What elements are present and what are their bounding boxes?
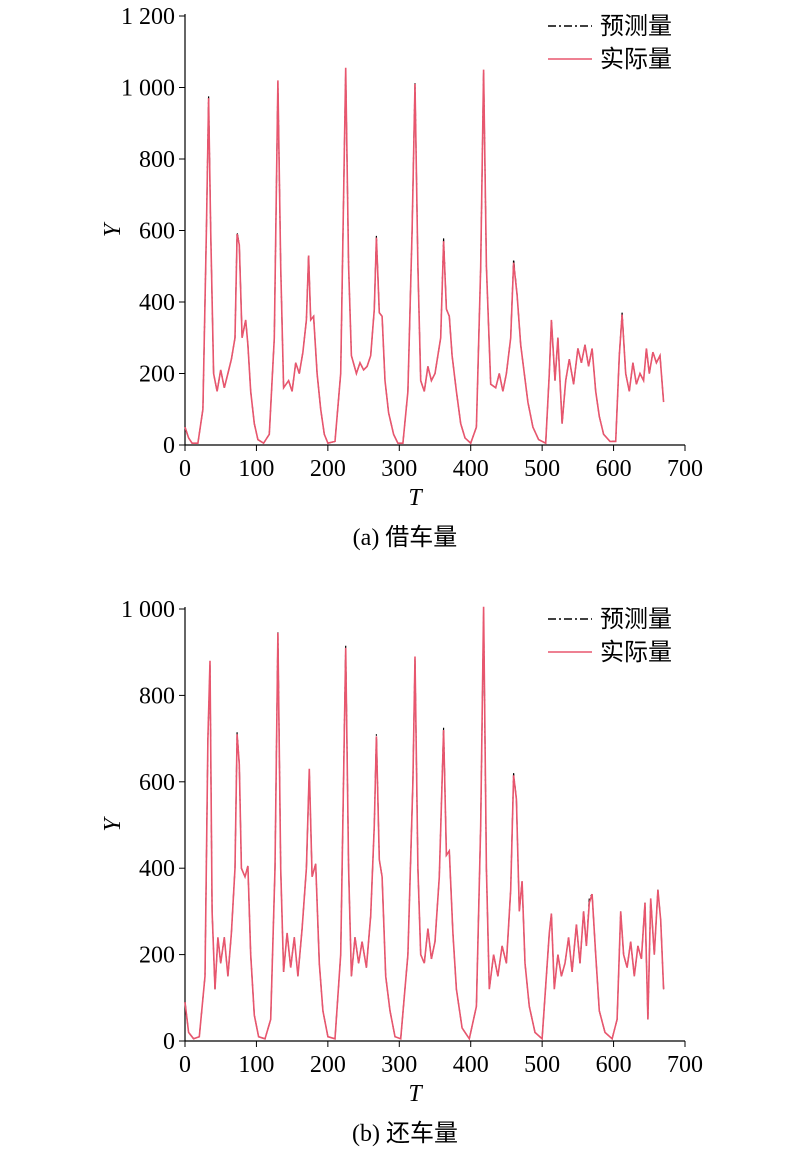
legend-label: 预测量 — [600, 606, 672, 633]
x-tick-label: 200 — [310, 456, 346, 482]
data-line — [184, 67, 665, 445]
data-line — [184, 613, 665, 1041]
y-tick-label: 1 000 — [121, 76, 175, 102]
caption: (b) 还车量 — [352, 1120, 458, 1147]
y-axis-label: Y — [100, 816, 126, 832]
y-tick-label: 400 — [139, 856, 175, 882]
x-tick-label: 700 — [667, 456, 703, 482]
data-line — [184, 606, 665, 1041]
x-tick-label: 300 — [381, 456, 417, 482]
x-tick-label: 100 — [238, 1052, 274, 1078]
x-tick-label: 500 — [524, 1052, 560, 1078]
y-tick-label: 1 200 — [121, 4, 175, 30]
x-tick-label: 400 — [453, 1052, 489, 1078]
y-tick-label: 0 — [163, 433, 175, 459]
x-tick-label: 400 — [453, 456, 489, 482]
legend-label: 预测量 — [600, 13, 672, 40]
y-tick-label: 200 — [139, 362, 175, 388]
x-tick-label: 500 — [524, 456, 560, 482]
x-tick-label: 200 — [310, 1052, 346, 1078]
y-tick-label: 600 — [139, 770, 175, 796]
x-tick-label: 100 — [238, 456, 274, 482]
y-tick-label: 400 — [139, 290, 175, 316]
x-tick-label: 600 — [596, 1052, 632, 1078]
y-tick-label: 800 — [139, 147, 175, 173]
y-tick-label: 200 — [139, 943, 175, 969]
caption: (a) 借车量 — [353, 524, 458, 551]
x-tick-label: 700 — [667, 1052, 703, 1078]
y-tick-label: 0 — [163, 1029, 175, 1055]
legend-label: 实际量 — [600, 639, 672, 666]
y-axis-label: Y — [100, 221, 126, 237]
y-tick-label: 600 — [139, 219, 175, 245]
x-tick-label: 300 — [381, 1052, 417, 1078]
y-tick-label: 800 — [139, 683, 175, 709]
x-tick-label: 600 — [596, 456, 632, 482]
x-axis-label: T — [408, 1081, 423, 1107]
legend-label: 实际量 — [600, 46, 672, 73]
x-tick-label: 0 — [179, 456, 191, 482]
x-axis-label: T — [408, 485, 423, 511]
y-tick-label: 1 000 — [121, 597, 175, 623]
x-tick-label: 0 — [179, 1052, 191, 1078]
